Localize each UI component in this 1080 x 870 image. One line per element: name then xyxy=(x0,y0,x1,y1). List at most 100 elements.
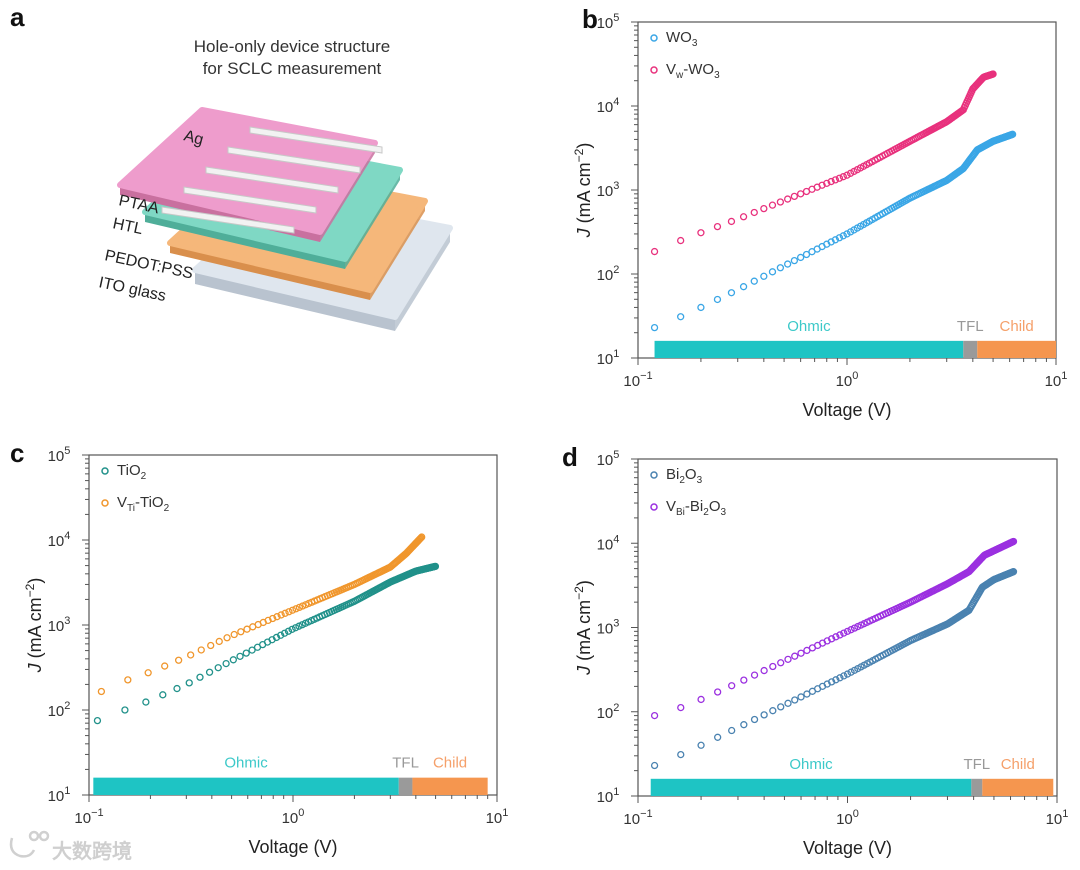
region-bar-tfl xyxy=(971,778,983,796)
y-label-symbol: J xyxy=(574,665,594,676)
data-point xyxy=(768,268,777,276)
region-label-tfl: TFL xyxy=(957,318,984,335)
tick-exponent: 2 xyxy=(64,700,70,712)
tick-exponent: 5 xyxy=(613,12,619,24)
tick-base: 10 xyxy=(1045,373,1062,390)
tick-exponent: 3 xyxy=(613,180,619,192)
legend-subscript: 3 xyxy=(692,38,698,49)
data-point xyxy=(769,662,777,671)
data-point xyxy=(207,641,215,650)
panel-letter-c: c xyxy=(10,438,24,468)
data-point xyxy=(229,656,237,664)
legend-text: O xyxy=(685,466,697,483)
data-point xyxy=(713,222,722,231)
y-tick-label: 102 xyxy=(597,702,620,722)
tick-exponent: 1 xyxy=(613,786,619,798)
data-point xyxy=(650,323,659,332)
data-point xyxy=(97,687,106,696)
series-Bi2O3 xyxy=(650,568,1018,770)
tick-exponent: −1 xyxy=(91,807,104,819)
data-point xyxy=(677,313,685,321)
tick-exponent: 0 xyxy=(853,808,859,820)
tick-base: 10 xyxy=(48,788,65,805)
x-axis-label: Voltage (V) xyxy=(803,838,892,858)
data-point xyxy=(776,198,785,206)
tick-base: 10 xyxy=(597,15,614,32)
data-point xyxy=(418,533,426,541)
region-label-tfl: TFL xyxy=(963,756,990,773)
data-point xyxy=(197,646,205,654)
data-point xyxy=(697,695,705,704)
data-point xyxy=(790,256,799,265)
legend-subscript: 3 xyxy=(721,507,727,518)
legend-subscript: Bi xyxy=(676,507,685,518)
data-point xyxy=(242,649,250,657)
region-bar-child xyxy=(982,778,1054,796)
data-point xyxy=(796,253,805,262)
legend-text: Bi xyxy=(666,466,679,483)
y-tick-label: 101 xyxy=(597,348,620,368)
tick-base: 10 xyxy=(597,351,614,368)
panel-a: a Hole-only device structure for SCLC me… xyxy=(10,2,453,331)
data-point xyxy=(835,174,844,182)
data-point xyxy=(739,213,748,221)
ag-electrode-strip xyxy=(249,126,383,154)
y-tick-label: 104 xyxy=(597,96,620,116)
region-label-ohmic: Ohmic xyxy=(789,756,833,773)
series-Vw-WO3 xyxy=(650,70,997,256)
y-tick-label: 104 xyxy=(597,533,620,553)
y-label-exponent: −2 xyxy=(572,148,586,162)
tick-base: 10 xyxy=(1046,811,1063,828)
legend-subscript: 3 xyxy=(714,70,720,81)
data-point xyxy=(750,671,759,679)
legend-label: Bi2O3 xyxy=(666,466,703,486)
panel-letter-b: b xyxy=(582,4,598,34)
region-bar-ohmic xyxy=(93,777,399,795)
data-point xyxy=(161,662,169,670)
tick-base: 10 xyxy=(597,452,614,469)
data-point xyxy=(727,289,736,297)
data-point xyxy=(142,698,150,706)
tick-exponent: 2 xyxy=(613,264,619,276)
y-tick-label: 101 xyxy=(48,785,71,805)
data-point xyxy=(273,613,281,621)
tick-exponent: 1 xyxy=(64,785,70,797)
data-point xyxy=(840,672,848,680)
series-WO3 xyxy=(650,130,1017,332)
tick-exponent: −1 xyxy=(640,808,653,820)
data-point xyxy=(802,250,811,259)
x-tick-label: 10−1 xyxy=(623,808,652,828)
x-axis-label: Voltage (V) xyxy=(802,400,891,420)
data-point xyxy=(280,629,289,637)
region-label-child: Child xyxy=(1001,756,1035,773)
data-point xyxy=(285,608,293,616)
data-point xyxy=(777,703,785,711)
x-tick-label: 100 xyxy=(836,808,859,828)
data-point xyxy=(768,201,777,209)
legend-text: V xyxy=(666,61,676,78)
x-tick-label: 10−1 xyxy=(623,370,652,390)
legend-text: -Bi xyxy=(685,498,703,515)
legend-text: V xyxy=(666,498,676,515)
data-point xyxy=(784,699,792,707)
y-label-unit: (mA cm xyxy=(574,600,594,666)
region-label-child: Child xyxy=(1000,318,1034,335)
data-point xyxy=(760,666,768,675)
device-stack-illustration xyxy=(117,107,453,331)
data-point xyxy=(1009,568,1018,576)
data-point xyxy=(740,721,748,729)
y-label-unit: (mA cm xyxy=(25,597,45,663)
tick-exponent: 1 xyxy=(1061,370,1067,382)
x-tick-label: 100 xyxy=(836,370,859,390)
region-bar-child xyxy=(412,777,488,795)
x-tick-label: 10−1 xyxy=(74,807,103,827)
data-point xyxy=(677,750,685,759)
legend-label: WO3 xyxy=(666,29,698,49)
region-label-child: Child xyxy=(433,755,467,772)
data-point xyxy=(697,303,705,312)
data-point xyxy=(827,635,836,643)
data-point xyxy=(196,673,204,681)
data-point xyxy=(728,726,736,735)
